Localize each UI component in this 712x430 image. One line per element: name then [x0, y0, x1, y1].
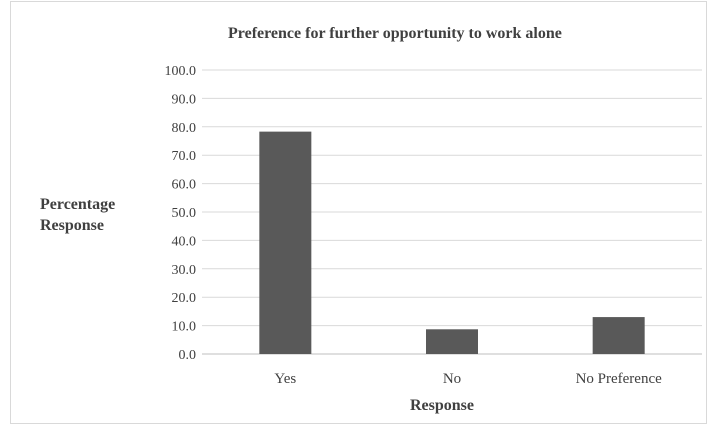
y-tick-label: 0.0 — [179, 348, 197, 363]
y-tick-label: 100.0 — [165, 64, 197, 79]
chart-title: Preference for further opportunity to wo… — [228, 25, 562, 42]
x-tick-label: No — [443, 371, 461, 387]
y-axis-title-line-2: Response — [40, 217, 105, 234]
y-tick-label: 80.0 — [172, 121, 197, 136]
y-tick-label: 60.0 — [172, 178, 197, 193]
x-axis-title: Response — [410, 397, 475, 414]
y-axis-title-line-1: Percentage — [40, 196, 116, 213]
y-tick-label: 90.0 — [172, 92, 197, 107]
y-tick-label: 70.0 — [172, 149, 197, 164]
bar — [426, 329, 478, 354]
x-tick-label: Yes — [274, 371, 296, 387]
y-tick-label: 50.0 — [172, 206, 197, 221]
y-tick-label: 10.0 — [172, 320, 197, 335]
y-axis-title: Percentage Response — [40, 194, 132, 236]
bar — [259, 131, 312, 354]
y-tick-label: 20.0 — [172, 291, 197, 306]
bar — [592, 317, 645, 354]
y-tick-label: 40.0 — [172, 234, 197, 249]
y-tick-label: 30.0 — [172, 263, 197, 278]
x-tick-label: No Preference — [576, 371, 663, 387]
